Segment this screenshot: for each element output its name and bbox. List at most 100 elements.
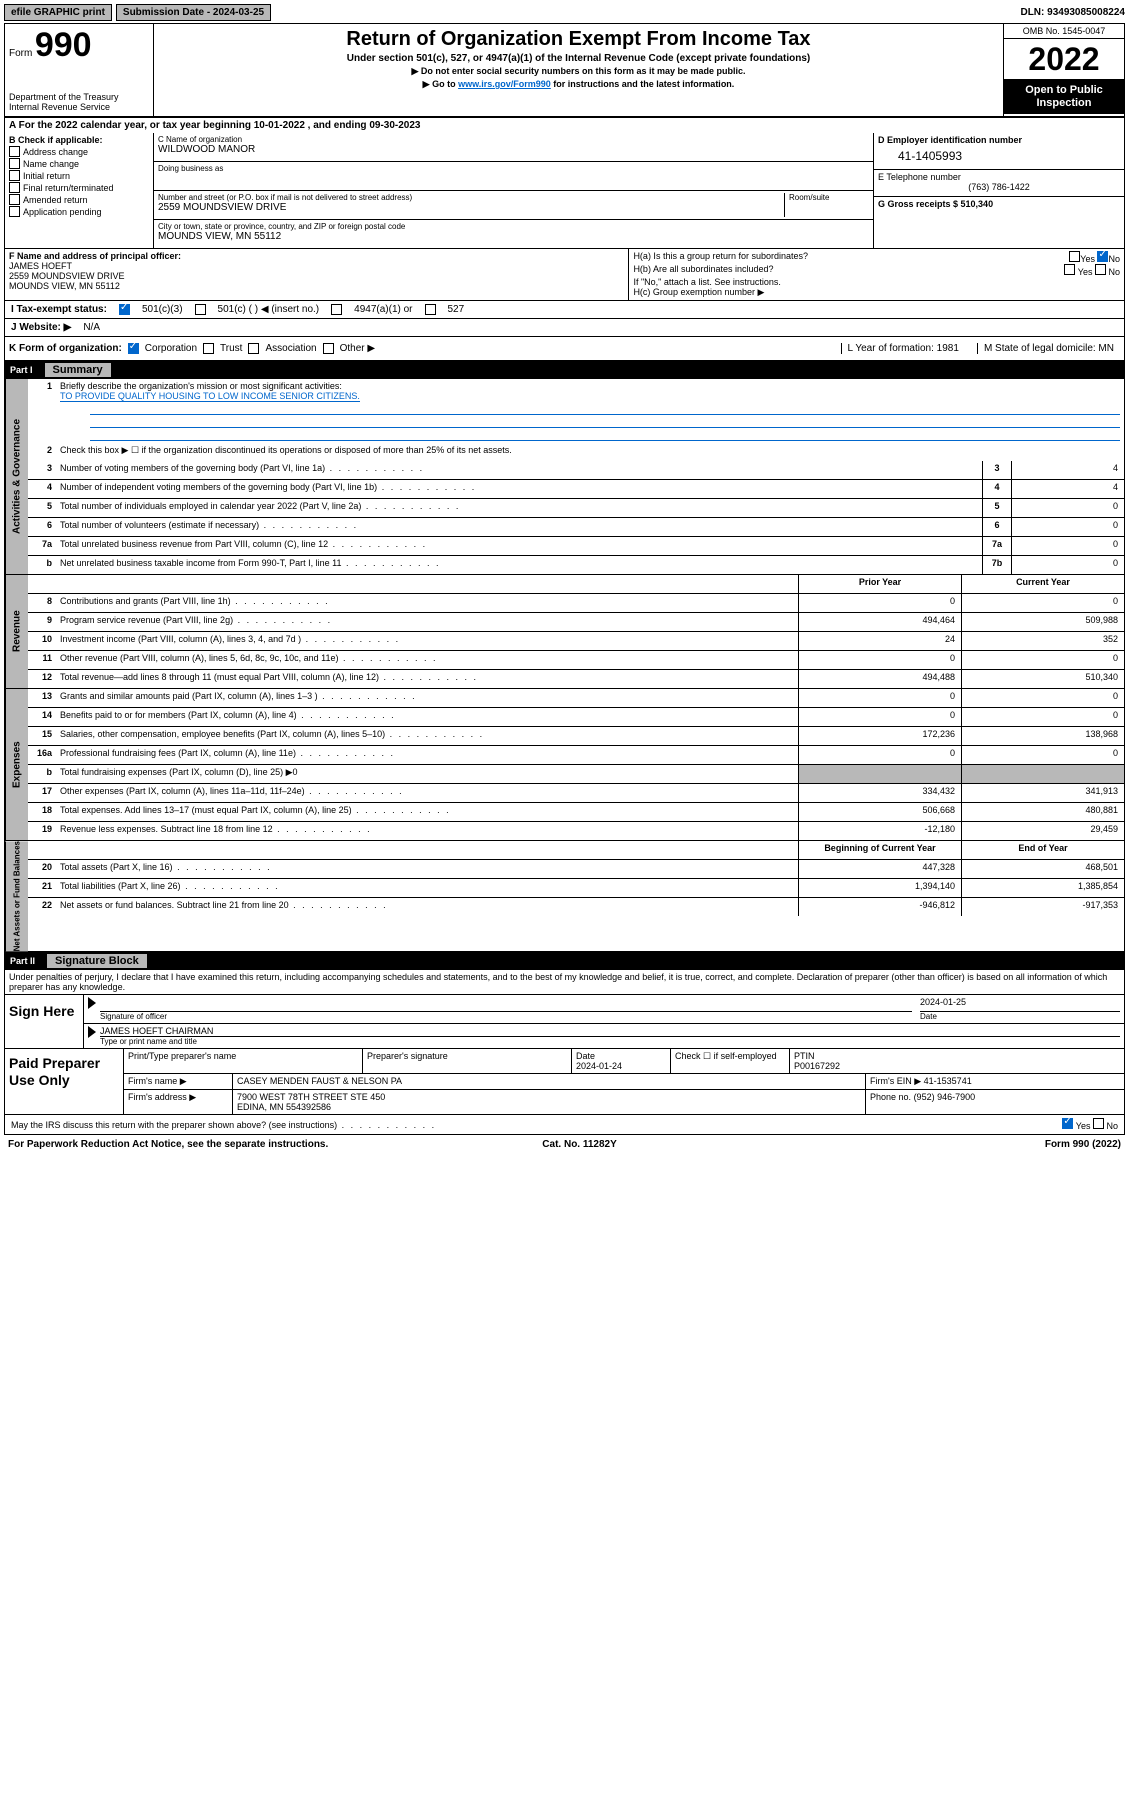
line-desc: Total assets (Part X, line 16) [56, 860, 798, 878]
part-ii-label: Part II [10, 956, 35, 966]
curr-val: 0 [961, 746, 1124, 764]
section-bcd: B Check if applicable: Address change Na… [4, 133, 1125, 249]
summary-governance: Activities & Governance 1 Briefly descri… [4, 379, 1125, 575]
chk-4947[interactable] [331, 304, 342, 315]
i-label: I Tax-exempt status: [11, 304, 107, 315]
mission-label: Briefly describe the organization's miss… [60, 381, 342, 391]
line-1-num: 1 [28, 379, 56, 443]
line-box: 7a [982, 537, 1011, 555]
line-num: 15 [28, 727, 56, 745]
curr-val: 510,340 [961, 670, 1124, 688]
chk-initial-return[interactable] [9, 170, 20, 181]
curr-val: 0 [961, 689, 1124, 707]
chk-trust[interactable] [203, 343, 214, 354]
line-desc: Salaries, other compensation, employee b… [56, 727, 798, 745]
hb-no-chk[interactable] [1095, 264, 1106, 275]
omb-number: OMB No. 1545-0047 [1004, 24, 1124, 39]
dba-label: Doing business as [158, 164, 869, 173]
discuss-yes-chk[interactable] [1062, 1118, 1073, 1129]
j-website: N/A [77, 319, 106, 336]
prep-date-val: 2024-01-24 [576, 1061, 622, 1071]
ha-no-chk[interactable] [1097, 251, 1108, 262]
prior-val: 494,488 [798, 670, 961, 688]
line-desc: Investment income (Part VIII, column (A)… [56, 632, 798, 650]
hc-label: H(c) Group exemption number ▶ [633, 287, 1120, 298]
prior-val: 24 [798, 632, 961, 650]
form-number: 990 [35, 26, 92, 64]
opt-4947: 4947(a)(1) or [354, 304, 412, 315]
curr-val: 1,385,854 [961, 879, 1124, 897]
curr-val: 480,881 [961, 803, 1124, 821]
addr-label: Number and street (or P.O. box if mail i… [158, 193, 780, 202]
chk-527[interactable] [425, 304, 436, 315]
line-desc: Total expenses. Add lines 13–17 (must eq… [56, 803, 798, 821]
firm-addr-lbl: Firm's address ▶ [124, 1090, 233, 1114]
chk-app-pending[interactable] [9, 206, 20, 217]
discuss-no-chk[interactable] [1093, 1118, 1104, 1129]
line-desc: Net unrelated business taxable income fr… [56, 556, 982, 574]
subtitle-2: ▶ Do not enter social security numbers o… [162, 66, 995, 77]
prior-val: 334,432 [798, 784, 961, 802]
firm-ein: 41-1535741 [924, 1076, 972, 1086]
line-num: 8 [28, 594, 56, 612]
discuss-row: May the IRS discuss this return with the… [4, 1115, 1125, 1135]
line-desc: Number of independent voting members of … [56, 480, 982, 498]
line-desc: Program service revenue (Part VIII, line… [56, 613, 798, 631]
submission-date: Submission Date - 2024-03-25 [116, 4, 271, 21]
chk-final-return[interactable] [9, 182, 20, 193]
summary-revenue: Revenue Prior Year Current Year 8 Contri… [4, 575, 1125, 689]
chk-501c[interactable] [195, 304, 206, 315]
rev-hdr-desc [56, 575, 798, 593]
col-c: C Name of organization WILDWOOD MANOR Do… [154, 133, 874, 248]
prep-name-hdr: Print/Type preparer's name [124, 1049, 363, 1073]
blank-line-3 [90, 428, 1120, 441]
opt-501c3: 501(c)(3) [142, 304, 183, 315]
prep-selfemp: Check ☐ if self-employed [671, 1049, 790, 1073]
vtab-revenue: Revenue [5, 575, 28, 688]
chk-name-change[interactable] [9, 158, 20, 169]
firm-phone: (952) 946-7900 [914, 1092, 976, 1102]
hb-note: If "No," attach a list. See instructions… [633, 277, 1120, 287]
hb-yes-chk[interactable] [1064, 264, 1075, 275]
line-num: b [28, 556, 56, 574]
summary-expenses: Expenses 13 Grants and similar amounts p… [4, 689, 1125, 841]
line-desc: Total number of volunteers (estimate if … [56, 518, 982, 536]
hdr-current-year: Current Year [961, 575, 1124, 593]
efile-badge: efile GRAPHIC print [4, 4, 112, 21]
line-num: b [28, 765, 56, 783]
chk-address-change[interactable] [9, 146, 20, 157]
line-2-num: 2 [28, 443, 56, 461]
chk-assoc[interactable] [248, 343, 259, 354]
j-label: J Website: ▶ [5, 319, 77, 336]
irs-link[interactable]: www.irs.gov/Form990 [458, 79, 551, 89]
arrow-icon [88, 997, 96, 1009]
hdr-beginning-year: Beginning of Current Year [798, 841, 961, 859]
officer-name-label: Type or print name and title [100, 1037, 1120, 1046]
top-bar: efile GRAPHIC print Submission Date - 20… [4, 4, 1125, 21]
line-num: 3 [28, 461, 56, 479]
opt-assoc: Association [265, 343, 316, 354]
sig-date-label: Date [920, 1012, 1120, 1021]
chk-corp[interactable] [128, 343, 139, 354]
org-name: WILDWOOD MANOR [158, 144, 869, 155]
discuss-label: May the IRS discuss this return with the… [11, 1120, 436, 1130]
ha-yes-chk[interactable] [1069, 251, 1080, 262]
lbl-amended: Amended return [23, 195, 88, 205]
dln: DLN: 93493085008224 [1020, 7, 1125, 18]
line-num: 4 [28, 480, 56, 498]
chk-other[interactable] [323, 343, 334, 354]
prior-val: 506,668 [798, 803, 961, 821]
lbl-app-pending: Application pending [23, 207, 102, 217]
chk-501c3[interactable] [119, 304, 130, 315]
line-2-desc: Check this box ▶ ☐ if the organization d… [56, 443, 1124, 461]
net-hdr-blank [28, 841, 56, 859]
curr-val: 138,968 [961, 727, 1124, 745]
chk-amended[interactable] [9, 194, 20, 205]
net-hdr-desc [56, 841, 798, 859]
header-right: OMB No. 1545-0047 2022 Open to Public In… [1003, 24, 1124, 116]
officer-sig-line[interactable] [100, 997, 912, 1012]
line-box: 5 [982, 499, 1011, 517]
prep-sig-hdr: Preparer's signature [363, 1049, 572, 1073]
line-desc: Number of voting members of the governin… [56, 461, 982, 479]
form-prefix: Form [9, 48, 32, 59]
